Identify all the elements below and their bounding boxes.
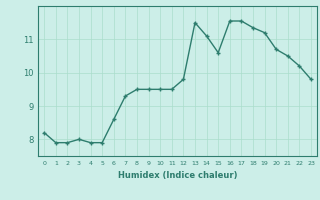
X-axis label: Humidex (Indice chaleur): Humidex (Indice chaleur) <box>118 171 237 180</box>
